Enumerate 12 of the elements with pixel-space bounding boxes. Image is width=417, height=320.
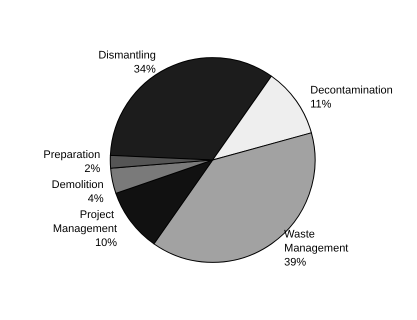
data-label: 11% <box>310 98 332 111</box>
slice-label: Waste Management <box>284 228 348 255</box>
data-label: 2% <box>84 162 100 175</box>
slice-label: Decontamination <box>310 84 393 97</box>
slice-label: Preparation <box>43 148 100 161</box>
data-label: 34% <box>134 64 156 76</box>
data-label: 39% <box>284 256 306 269</box>
slice-label: Project Management <box>52 208 118 235</box>
slice-label: Dismantling <box>98 50 156 62</box>
data-label: 4% <box>88 192 104 205</box>
slice-label: Demolition <box>52 178 104 191</box>
data-label: 10% <box>95 236 118 249</box>
